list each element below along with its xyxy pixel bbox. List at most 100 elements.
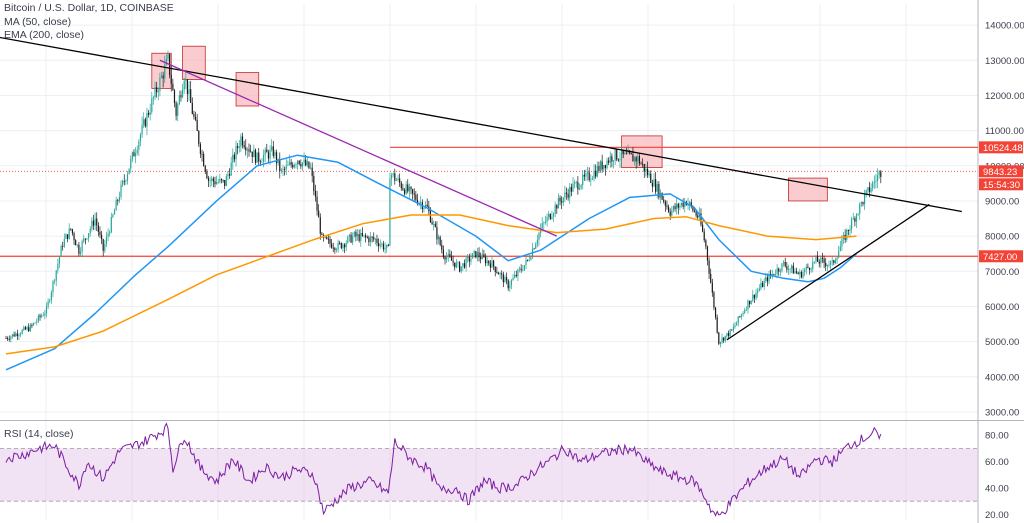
candle-body [478, 252, 480, 258]
candle-body [311, 167, 313, 176]
candle-body [436, 227, 438, 240]
candlesticks [5, 50, 882, 348]
current-price-tag: 9843.23 [983, 167, 1017, 178]
candle-body [39, 315, 41, 318]
candle-body [248, 149, 250, 152]
candle-body [632, 154, 634, 162]
candle-body [387, 244, 389, 246]
candle-body [214, 181, 216, 185]
candle-body [141, 124, 143, 135]
candle-body [109, 232, 111, 234]
candle-body [578, 188, 581, 190]
candle-body [45, 306, 48, 314]
candle-body [535, 243, 537, 249]
candle-body [437, 236, 440, 240]
candle-body [510, 280, 513, 286]
candle-body [475, 251, 477, 258]
candle-body [585, 173, 587, 177]
candle-body [230, 162, 232, 176]
candle-body [78, 244, 80, 254]
candle-body [727, 333, 730, 337]
candle-body [541, 223, 543, 229]
candle-body [603, 165, 605, 170]
candle-body [28, 327, 30, 332]
candle-body [876, 175, 879, 181]
candle-body [462, 263, 464, 267]
candle-body [509, 285, 511, 289]
candle-body [690, 202, 692, 206]
candle-body [658, 184, 660, 198]
candle-body [878, 171, 880, 176]
candle-body [339, 242, 341, 244]
candle-body [416, 199, 419, 204]
candle-body [105, 236, 108, 245]
candle-body [400, 182, 402, 189]
candle-body [211, 178, 213, 181]
candle-body [538, 232, 540, 241]
candle-body [865, 190, 867, 195]
candle-body [433, 223, 435, 225]
candle-body [797, 272, 799, 275]
candle-body [812, 261, 814, 270]
candle-body [481, 254, 483, 260]
candle-body [633, 157, 636, 162]
candle-body [381, 243, 383, 245]
candle-body [343, 244, 346, 248]
candle-body [245, 147, 247, 151]
candle-body [551, 216, 553, 219]
current-price-tag-bg [979, 165, 1023, 178]
candle-body [523, 264, 525, 271]
candle-body [711, 282, 713, 293]
candle-body [719, 341, 722, 344]
candle-body [133, 152, 135, 157]
candle-body [664, 201, 666, 206]
candle-body [347, 236, 349, 243]
legend-ma: MA (50, close) [4, 15, 72, 28]
candle-body [580, 184, 582, 189]
candle-body [629, 151, 631, 154]
candle-body [732, 326, 734, 331]
candle-body [407, 184, 409, 192]
candle-body [828, 264, 830, 266]
candle-body [70, 228, 72, 230]
candle-body [177, 104, 179, 116]
highlight-box [788, 177, 828, 202]
moving-averages [5, 154, 857, 371]
candle-body [65, 234, 67, 239]
candle-body [446, 256, 448, 260]
candle-body [94, 218, 96, 226]
candle-body [384, 247, 386, 250]
candle-body [81, 241, 83, 252]
candle-body [180, 95, 182, 98]
candle-body [71, 229, 74, 234]
candle-body [792, 265, 794, 274]
candle-body [745, 309, 747, 311]
candle-body [167, 54, 169, 59]
candle-body [402, 188, 404, 190]
candle-body [99, 232, 101, 235]
candle-body [66, 234, 69, 239]
candle-body [73, 233, 75, 241]
candle-body [220, 179, 223, 180]
candle-body [622, 150, 624, 155]
candle-body [399, 178, 401, 183]
candle-body [870, 188, 872, 193]
candle-body [737, 316, 739, 323]
candle-body [645, 168, 647, 172]
candle-body [527, 259, 529, 261]
candle-body [821, 257, 824, 259]
candle-body [15, 333, 17, 337]
candle-body [42, 315, 44, 317]
level-tag-upper: 10524.48 [983, 143, 1023, 154]
candle-body [284, 168, 286, 170]
candle-body [382, 243, 385, 250]
candle-body [258, 152, 260, 162]
candle-body [726, 333, 728, 336]
candle-body [88, 233, 90, 239]
candle-body [190, 89, 192, 103]
candle-body [157, 91, 159, 93]
candle-body [598, 166, 600, 171]
candle-body [11, 334, 14, 337]
candle-body [517, 269, 519, 277]
